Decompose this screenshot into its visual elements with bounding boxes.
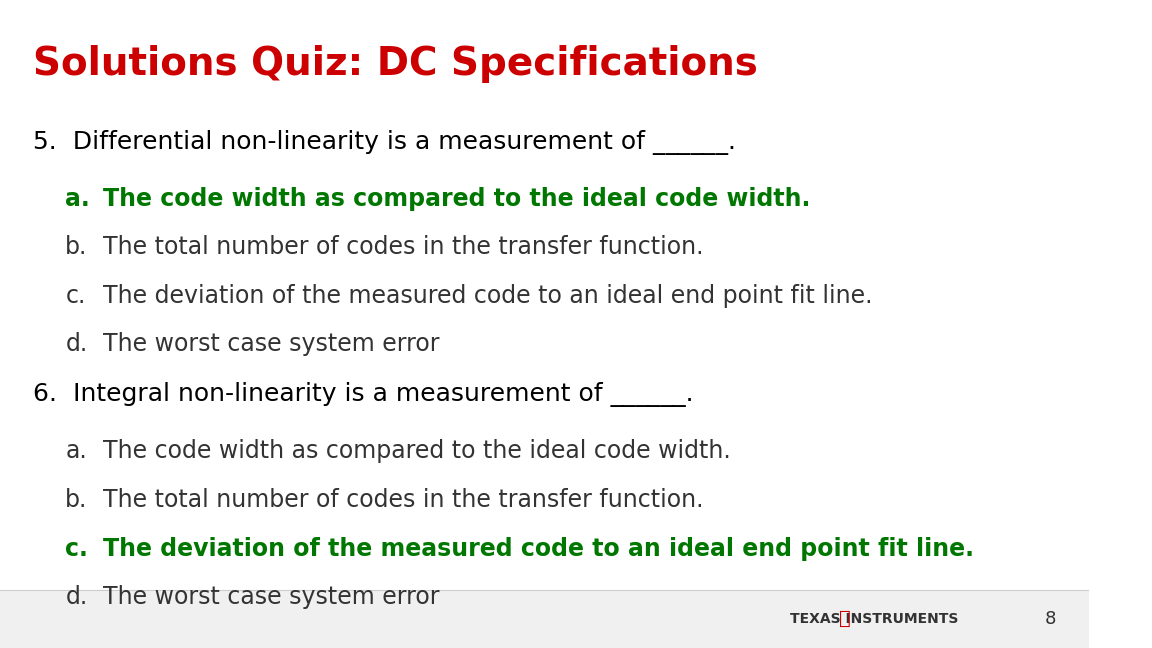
Text: c.: c. — [66, 284, 85, 308]
Text: The deviation of the measured code to an ideal end point fit line.: The deviation of the measured code to an… — [104, 284, 873, 308]
Text: b.: b. — [66, 235, 88, 259]
Text: TEXAS INSTRUMENTS: TEXAS INSTRUMENTS — [790, 612, 958, 626]
Text: 🐄: 🐄 — [839, 609, 850, 629]
Text: a.: a. — [66, 439, 88, 463]
Text: a.: a. — [66, 187, 90, 211]
Text: b.: b. — [66, 488, 88, 512]
Text: Solutions Quiz: DC Specifications: Solutions Quiz: DC Specifications — [32, 45, 758, 84]
Text: The total number of codes in the transfer function.: The total number of codes in the transfe… — [104, 488, 704, 512]
Text: The code width as compared to the ideal code width.: The code width as compared to the ideal … — [104, 439, 732, 463]
Text: 5.  Differential non-linearity is a measurement of ______.: 5. Differential non-linearity is a measu… — [32, 130, 736, 155]
Text: The worst case system error: The worst case system error — [104, 585, 440, 609]
Text: c.: c. — [66, 537, 89, 561]
Text: The deviation of the measured code to an ideal end point fit line.: The deviation of the measured code to an… — [104, 537, 975, 561]
Text: The total number of codes in the transfer function.: The total number of codes in the transfe… — [104, 235, 704, 259]
Text: d.: d. — [66, 332, 88, 356]
FancyBboxPatch shape — [0, 590, 1089, 648]
Text: d.: d. — [66, 585, 88, 609]
Text: The code width as compared to the ideal code width.: The code width as compared to the ideal … — [104, 187, 811, 211]
Text: The worst case system error: The worst case system error — [104, 332, 440, 356]
Text: 8: 8 — [1045, 610, 1056, 628]
Text: 6.  Integral non-linearity is a measurement of ______.: 6. Integral non-linearity is a measureme… — [32, 382, 694, 408]
